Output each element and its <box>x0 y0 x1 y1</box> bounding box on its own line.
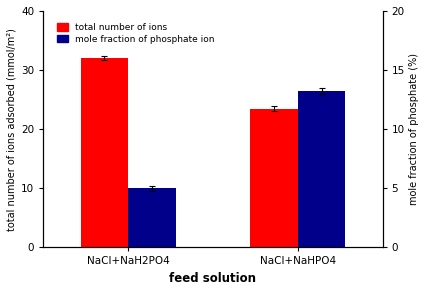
Y-axis label: mole fraction of phosphate (%): mole fraction of phosphate (%) <box>409 53 419 205</box>
X-axis label: feed solution: feed solution <box>170 272 256 285</box>
Y-axis label: total number of ions adsorbed (mmol/m²): total number of ions adsorbed (mmol/m²) <box>7 28 17 231</box>
Bar <box>128 188 176 248</box>
Legend: total number of ions, mole fraction of phosphate ion: total number of ions, mole fraction of p… <box>55 20 218 46</box>
Bar <box>298 91 345 248</box>
Bar <box>250 109 298 248</box>
Bar <box>81 58 128 248</box>
